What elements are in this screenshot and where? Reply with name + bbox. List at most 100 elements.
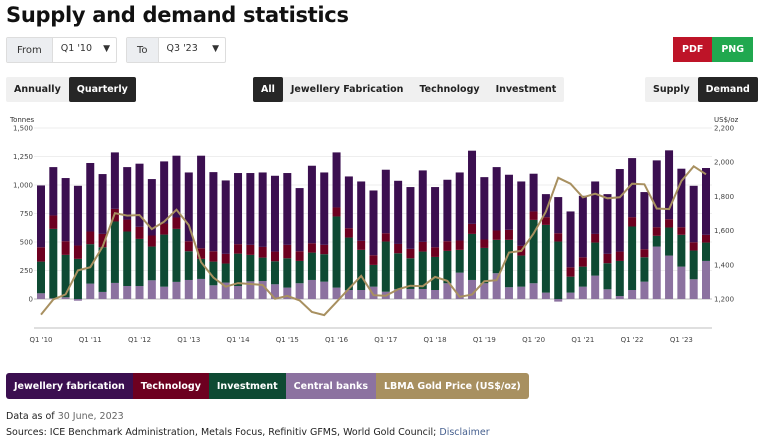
- bar-investment: [98, 247, 107, 292]
- bar-investment: [443, 250, 452, 284]
- bar-central-banks: [147, 280, 156, 299]
- x-tick-label: Q1 '12: [128, 336, 151, 344]
- bar-jewellery-fabrication: [652, 160, 661, 228]
- toggle-demand[interactable]: Demand: [697, 77, 758, 102]
- toggle-jewellery-fabrication[interactable]: Jewellery Fabrication: [290, 84, 404, 95]
- bar-central-banks: [394, 288, 403, 299]
- bar-investment: [234, 253, 243, 287]
- data-as-of: Data as of 30 June, 2023: [6, 411, 124, 422]
- bar-technology: [209, 251, 218, 262]
- toggle-all[interactable]: All: [253, 77, 283, 102]
- toggle-supply[interactable]: Supply: [653, 84, 690, 95]
- bar-jewellery-fabrication: [504, 174, 513, 230]
- bar-technology: [504, 229, 513, 240]
- bar-jewellery-fabrication: [492, 167, 501, 231]
- bar-technology: [603, 253, 612, 264]
- bar-central-banks: [702, 260, 710, 299]
- legend-item-investment[interactable]: Investment: [208, 373, 286, 399]
- bar-investment: [184, 251, 193, 280]
- bar-technology: [270, 251, 279, 262]
- bar-technology: [541, 217, 550, 225]
- bar-central-banks: [468, 279, 477, 299]
- bar-technology: [258, 246, 267, 258]
- bar-central-banks: [246, 281, 255, 299]
- bar-jewellery-fabrication: [541, 194, 550, 218]
- bar-investment: [270, 261, 279, 285]
- bar-investment: [197, 258, 206, 279]
- bar-technology: [652, 227, 661, 236]
- pdf-export-button[interactable]: PDF: [673, 37, 713, 62]
- bar-technology: [49, 215, 58, 229]
- bar-investment: [172, 228, 181, 282]
- bar-investment: [468, 233, 477, 280]
- legend-item-technology[interactable]: Technology: [132, 373, 209, 399]
- bar-central-banks: [480, 283, 489, 299]
- legend-item-lbma-gold-price-us-oz-[interactable]: LBMA Gold Price (US$/oz): [376, 373, 529, 399]
- bar-jewellery-fabrication: [369, 190, 378, 256]
- bar-central-banks: [652, 246, 661, 299]
- bar-technology: [357, 240, 366, 250]
- bar-central-banks: [554, 299, 563, 302]
- bar-jewellery-fabrication: [98, 174, 107, 234]
- legend-item-jewellery-fabrication[interactable]: Jewellery fabrication: [6, 373, 133, 399]
- bar-jewellery-fabrication: [61, 178, 70, 242]
- bar-central-banks: [86, 283, 95, 299]
- bar-central-banks: [504, 287, 513, 299]
- bar-jewellery-fabrication: [394, 180, 403, 244]
- bar-investment: [283, 258, 292, 288]
- to-select[interactable]: To Q3 '23 ▼: [126, 37, 226, 63]
- bar-technology: [369, 255, 378, 265]
- bar-central-banks: [566, 292, 575, 299]
- bar-central-banks: [197, 278, 206, 299]
- bar-investment: [394, 253, 403, 289]
- bar-jewellery-fabrication: [320, 172, 329, 245]
- bar-investment: [147, 246, 156, 281]
- bar-investment: [320, 254, 329, 282]
- bar-central-banks: [517, 286, 526, 299]
- bar-central-banks: [307, 279, 316, 299]
- bar-jewellery-fabrication: [431, 187, 440, 248]
- bar-technology: [677, 227, 686, 235]
- bar-central-banks: [135, 286, 144, 299]
- bar-jewellery-fabrication: [591, 181, 600, 234]
- bar-technology: [123, 219, 132, 232]
- bar-central-banks: [73, 299, 82, 301]
- bar-central-banks: [270, 284, 279, 299]
- bar-investment: [628, 226, 637, 290]
- toggle-quarterly[interactable]: Quarterly: [68, 77, 136, 102]
- bar-central-banks: [406, 288, 415, 299]
- bar-jewellery-fabrication: [160, 161, 169, 224]
- bar-central-banks: [369, 286, 378, 299]
- disclaimer-link[interactable]: Disclaimer: [439, 427, 490, 438]
- x-tick-label: Q1 '14: [227, 336, 251, 344]
- bar-jewellery-fabrication: [73, 185, 82, 246]
- legend-item-central-banks[interactable]: Central banks: [285, 373, 376, 399]
- bar-technology: [689, 242, 698, 251]
- bar-investment: [258, 257, 267, 281]
- bar-technology: [73, 245, 82, 259]
- x-tick-label: Q1 '17: [374, 336, 397, 344]
- bar-central-banks: [234, 286, 243, 299]
- bar-investment: [332, 216, 341, 288]
- bar-investment: [517, 255, 526, 287]
- bar-jewellery-fabrication: [603, 194, 612, 254]
- to-value: Q3 '23: [166, 43, 198, 54]
- bar-central-banks: [209, 285, 218, 299]
- toggle-technology[interactable]: Technology: [419, 84, 480, 95]
- bar-technology: [135, 226, 144, 239]
- y-axis-title: Tonnes: [9, 116, 35, 124]
- bar-jewellery-fabrication: [381, 169, 390, 234]
- toggle-investment[interactable]: Investment: [495, 84, 557, 95]
- bar-technology: [160, 223, 169, 235]
- from-select[interactable]: From Q1 '10 ▼: [6, 37, 117, 63]
- bar-central-banks: [61, 297, 70, 299]
- png-export-button[interactable]: PNG: [712, 37, 754, 62]
- y-tick-label: 750: [20, 210, 33, 218]
- bar-technology: [591, 233, 600, 243]
- bar-technology: [394, 243, 403, 254]
- bar-investment: [209, 261, 218, 286]
- toggle-annually[interactable]: Annually: [14, 84, 61, 95]
- bar-technology: [702, 234, 710, 243]
- bar-investment: [677, 234, 686, 267]
- bar-jewellery-fabrication: [566, 211, 575, 268]
